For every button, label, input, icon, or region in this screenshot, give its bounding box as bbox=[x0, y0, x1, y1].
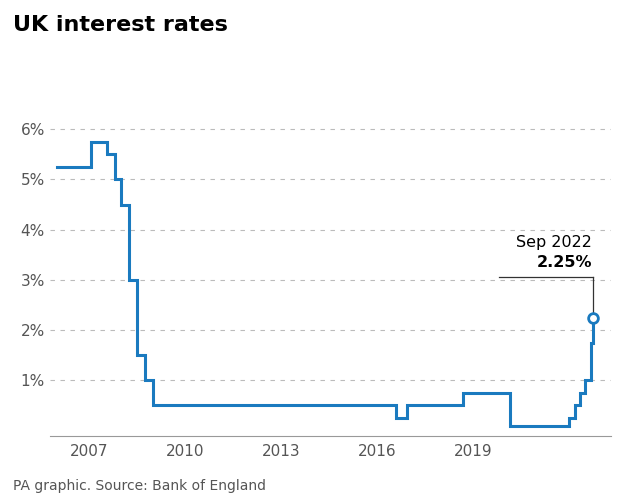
Text: 2.25%: 2.25% bbox=[536, 255, 592, 270]
Text: Sep 2022: Sep 2022 bbox=[516, 235, 592, 250]
Text: UK interest rates: UK interest rates bbox=[13, 15, 227, 35]
Text: PA graphic. Source: Bank of England: PA graphic. Source: Bank of England bbox=[13, 479, 266, 493]
